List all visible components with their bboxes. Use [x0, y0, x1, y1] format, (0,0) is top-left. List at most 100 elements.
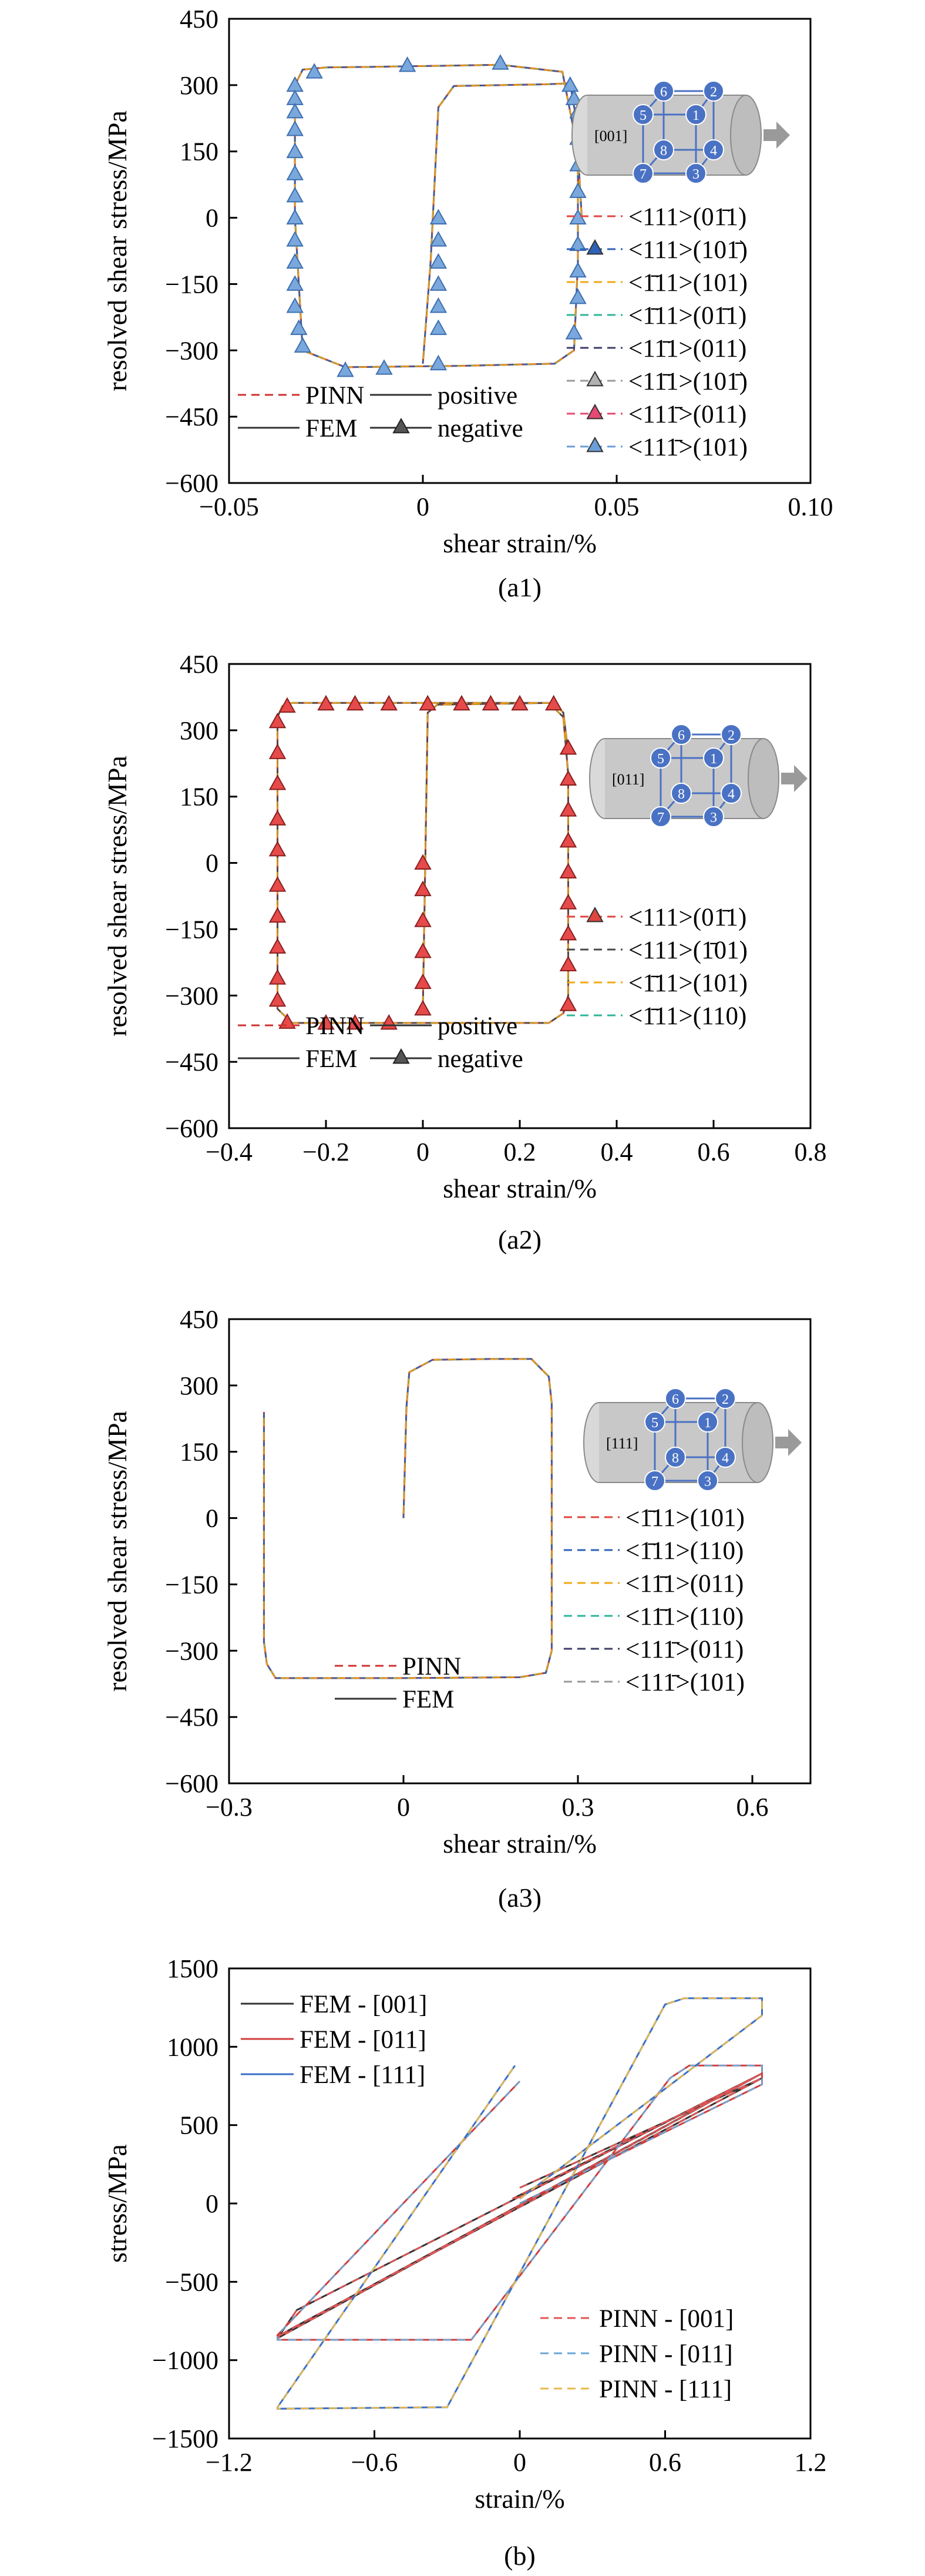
legend-label-pinn: PINN: [305, 1012, 364, 1040]
curve-marker: [559, 894, 577, 910]
cylinder-right-cap: [748, 738, 779, 819]
y-axis-label: resolved shear stress/MPa: [102, 756, 132, 1037]
legend-label-fem: FEM - [001]: [300, 1991, 427, 2018]
legend-label: <111>(01̄1): [628, 203, 746, 231]
load-arrow-icon: [763, 122, 790, 149]
inset-node-label: 4: [710, 143, 717, 159]
curve-marker: [559, 831, 577, 848]
panel-caption: (a1): [498, 572, 541, 602]
chart-2: −0.4 −0.2 0 0.2 0.4 0.6 0.8−600−450−300−150015…: [102, 650, 827, 1255]
y-tick-label: −300: [165, 336, 218, 365]
legend-label-fem: FEM - [011]: [300, 2026, 426, 2054]
x-tick-label: 0.6: [698, 1138, 730, 1166]
legend-marker-negative: [392, 417, 410, 434]
cylinder-body: [599, 1403, 758, 1482]
pinn-series-3: [277, 1997, 763, 2410]
x-axis-label: strain/%: [475, 2484, 564, 2514]
curve-marker: [414, 854, 432, 870]
panel-caption: (a3): [498, 1883, 541, 1913]
inset-node: [685, 104, 707, 125]
curve-marker: [429, 297, 448, 313]
inset-node: [653, 80, 674, 102]
curve-marker: [268, 907, 287, 923]
curve-marker: [569, 235, 587, 251]
inset-direction-label: [011]: [612, 771, 644, 788]
x-tick-label: 0.2: [504, 1138, 536, 1166]
curve-marker: [286, 253, 304, 269]
curve-marker: [268, 840, 287, 857]
legend-label-pinn: PINN - [001]: [599, 2305, 734, 2333]
inset-node-label: 4: [728, 787, 735, 802]
curve-marker: [286, 231, 304, 247]
curve-marker: [286, 165, 304, 180]
legend-label-positive: positive: [438, 1012, 517, 1040]
legend-marker: [586, 403, 604, 420]
legend-label: <111̄>(101): [628, 434, 748, 461]
curve-marker: [278, 697, 296, 713]
y-tick-label: −600: [165, 1114, 218, 1143]
curve-marker: [317, 695, 335, 711]
curve-marker: [429, 231, 448, 247]
y-tick-label: 150: [180, 137, 218, 166]
chart-4: −1.2 −0.6 0 0.6 1.2 −1500 −1000 −500 0 500 1000 150…: [102, 1954, 827, 2571]
inset-node-label: 8: [672, 1451, 679, 1466]
legend-label: <11̄1>(011): [625, 1570, 744, 1598]
y-tick-label: 300: [180, 1371, 218, 1400]
y-tick-label: −450: [165, 1048, 218, 1076]
legend-marker-negative: [392, 1048, 410, 1064]
y-tick-label: 300: [180, 716, 218, 745]
x-tick-label: −1.2: [206, 2448, 253, 2477]
plot-area: [277, 1997, 763, 2410]
legend-label: <11̄1>(011): [628, 335, 746, 363]
crystal-inset: [001] 6 2 5 1 8 4 7 3: [571, 80, 790, 184]
panel-caption: (a2): [498, 1225, 541, 1255]
legend-label-pinn: PINN: [305, 382, 364, 410]
curve-marker: [268, 810, 287, 826]
panel-caption: (b): [504, 2541, 536, 2571]
cylinder-right-cap: [742, 1402, 773, 1483]
y-tick-label: 0: [206, 849, 218, 878]
x-axis-label: shear strain/%: [443, 528, 597, 558]
curve-marker: [414, 911, 432, 927]
curve-marker: [414, 999, 432, 1016]
curve-marker: [492, 54, 509, 70]
curve-marker: [429, 354, 448, 371]
inset-node: [703, 139, 724, 160]
inset-node: [721, 783, 742, 804]
legend-label-fem: FEM: [305, 415, 357, 442]
curve-marker: [414, 880, 432, 897]
inset-node-label: 7: [640, 167, 647, 182]
inset-node-label: 5: [657, 752, 664, 767]
y-tick-label: −1000: [152, 2346, 218, 2375]
y-tick-label: −1500: [152, 2424, 218, 2453]
curve-marker: [268, 969, 287, 985]
curve-marker: [559, 995, 577, 1011]
inset-node-label: 7: [657, 810, 664, 826]
crystal-inset: [111] 6 2 5 1 8 4 7 3: [583, 1388, 802, 1491]
inset-direction-label: [001]: [594, 128, 627, 145]
y-axis-label: resolved shear stress/MPa: [102, 110, 132, 391]
y-tick-label: 450: [180, 1305, 218, 1334]
inset-node: [650, 806, 671, 827]
curve-marker: [565, 89, 583, 105]
legend-marker: [586, 436, 604, 452]
inset-node: [633, 104, 654, 125]
curve-marker: [337, 361, 354, 377]
curve-marker: [346, 1014, 364, 1030]
curve-marker: [286, 120, 304, 136]
y-tick-label: −150: [165, 270, 218, 298]
legend-marker: [586, 239, 604, 255]
curve-marker: [286, 275, 304, 291]
curve-marker: [268, 938, 287, 954]
pinn-curve: [277, 702, 569, 1024]
legend-label-fem: FEM - [111]: [300, 2061, 425, 2089]
curve-marker: [569, 182, 587, 198]
curve-marker: [429, 275, 448, 291]
pinn-curve: [294, 63, 583, 368]
curve-marker: [286, 89, 304, 105]
inset-node: [665, 1388, 686, 1409]
y-tick-label: −300: [165, 1636, 218, 1665]
inset-node-label: 2: [722, 1392, 729, 1407]
x-tick-label: 0: [416, 1138, 429, 1166]
inset-node-label: 8: [660, 143, 667, 159]
